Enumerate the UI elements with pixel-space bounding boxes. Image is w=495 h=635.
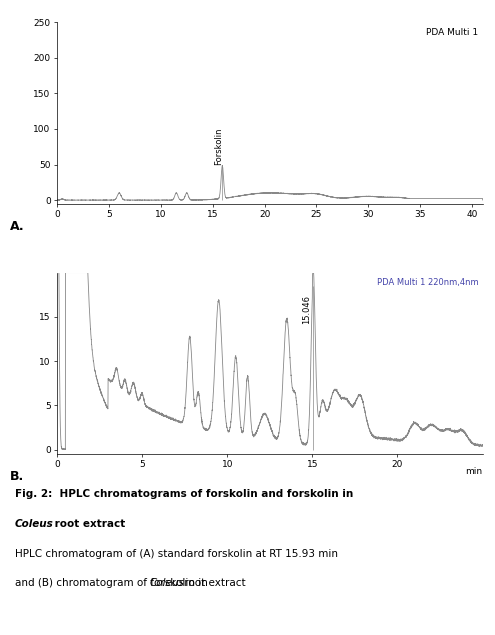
Text: root extract: root extract [51,519,125,529]
Text: Coleus: Coleus [149,578,184,589]
Text: root extract: root extract [181,578,246,589]
Text: Fig. 2:  HPLC chromatograms of forskolin and forskolin in: Fig. 2: HPLC chromatograms of forskolin … [15,489,353,499]
Text: A.: A. [10,220,25,232]
Text: min: min [465,467,483,476]
Text: PDA Multi 1: PDA Multi 1 [426,28,478,37]
Text: Coleus: Coleus [15,519,53,529]
Text: HPLC chromatogram of (A) standard forskolin at RT 15.93 min: HPLC chromatogram of (A) standard forsko… [15,549,338,559]
Text: PDA Multi 1 220nm,4nm: PDA Multi 1 220nm,4nm [377,278,478,287]
Text: and (B) chromatogram of forskolin in: and (B) chromatogram of forskolin in [15,578,211,589]
Text: 15.046: 15.046 [302,295,311,324]
Text: Forskolin: Forskolin [214,128,223,165]
Text: B.: B. [10,470,24,483]
